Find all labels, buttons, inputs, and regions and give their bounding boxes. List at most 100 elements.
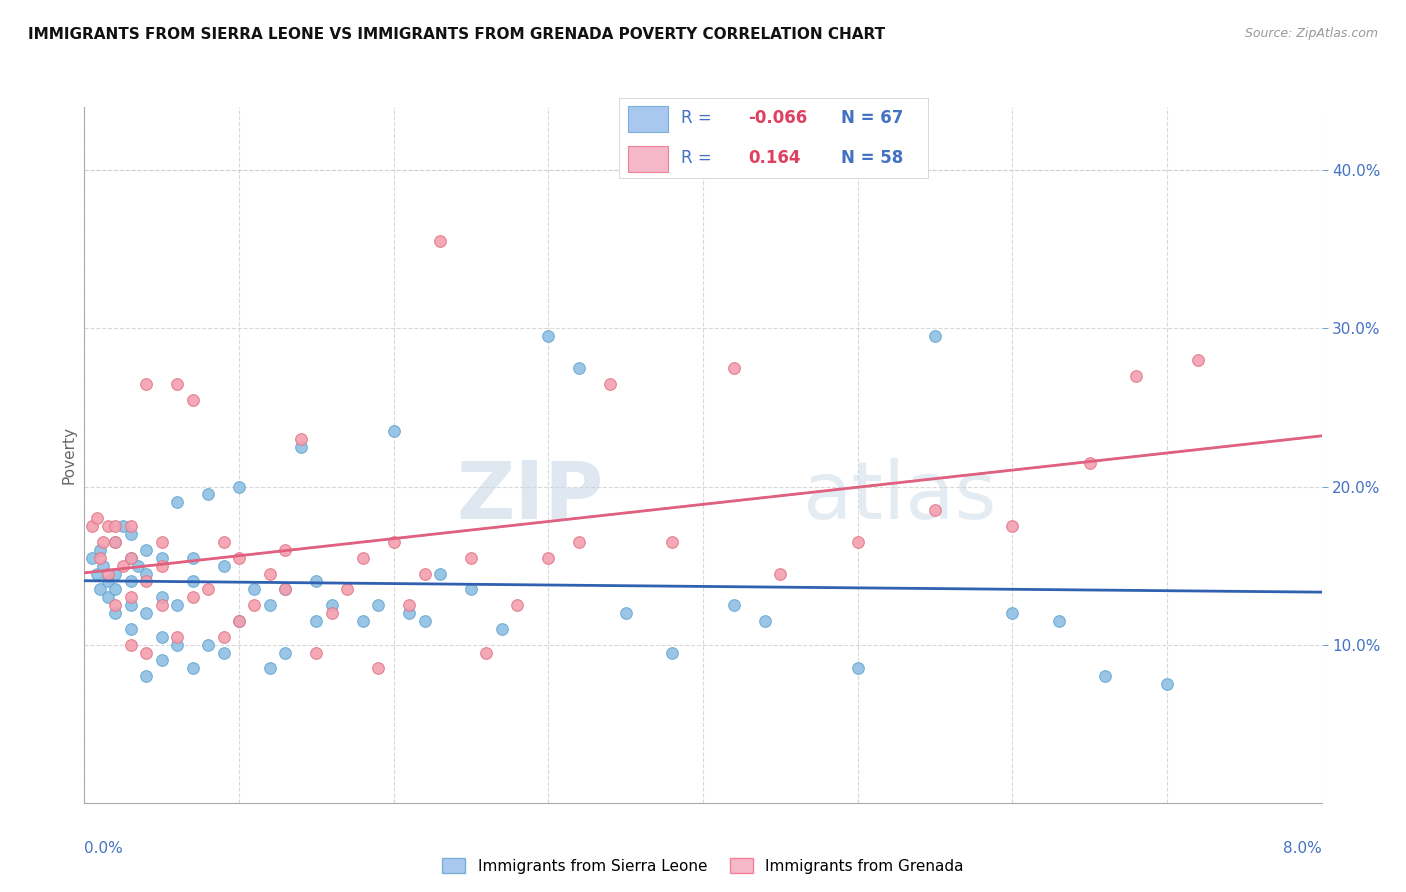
- Point: [723, 598, 745, 612]
- Text: N = 67: N = 67: [841, 109, 904, 128]
- Point: [537, 550, 560, 565]
- Point: [274, 542, 297, 557]
- Point: [120, 598, 142, 612]
- Point: [1094, 669, 1116, 683]
- Point: [259, 566, 281, 581]
- Point: [228, 614, 250, 628]
- Point: [197, 638, 219, 652]
- Point: [614, 606, 637, 620]
- Point: [274, 582, 297, 597]
- Point: [568, 360, 591, 375]
- Point: [274, 582, 297, 597]
- Point: [274, 646, 297, 660]
- Point: [150, 558, 173, 573]
- Point: [305, 614, 328, 628]
- Point: [135, 574, 157, 589]
- Point: [290, 432, 312, 446]
- Point: [181, 661, 204, 675]
- FancyBboxPatch shape: [628, 106, 668, 132]
- Point: [413, 614, 436, 628]
- Point: [82, 519, 104, 533]
- Point: [290, 440, 312, 454]
- Point: [150, 534, 173, 549]
- Point: [181, 392, 204, 407]
- Point: [460, 582, 482, 597]
- Point: [1125, 368, 1147, 383]
- Point: [243, 598, 266, 612]
- Point: [120, 574, 142, 589]
- Point: [924, 503, 946, 517]
- Point: [924, 329, 946, 343]
- Point: [259, 661, 281, 675]
- Point: [228, 479, 250, 493]
- Point: [120, 591, 142, 605]
- Point: [1078, 456, 1101, 470]
- Point: [104, 566, 127, 581]
- Point: [135, 669, 157, 683]
- Point: [259, 598, 281, 612]
- Text: 8.0%: 8.0%: [1282, 841, 1322, 856]
- Point: [413, 566, 436, 581]
- Point: [96, 566, 120, 581]
- Point: [1187, 353, 1209, 368]
- Point: [305, 574, 328, 589]
- Point: [96, 591, 120, 605]
- Point: [166, 598, 188, 612]
- Point: [135, 646, 157, 660]
- Y-axis label: Poverty: Poverty: [60, 425, 76, 484]
- Point: [723, 360, 745, 375]
- FancyBboxPatch shape: [628, 146, 668, 172]
- Point: [166, 638, 188, 652]
- Point: [228, 614, 250, 628]
- Text: N = 58: N = 58: [841, 149, 904, 168]
- Point: [181, 591, 204, 605]
- Point: [86, 511, 108, 525]
- Point: [1156, 677, 1178, 691]
- Text: -0.066: -0.066: [748, 109, 808, 128]
- Point: [197, 582, 219, 597]
- Point: [382, 534, 405, 549]
- Point: [382, 424, 405, 438]
- Point: [506, 598, 529, 612]
- Point: [166, 630, 188, 644]
- Point: [120, 638, 142, 652]
- Point: [104, 534, 127, 549]
- Point: [150, 591, 173, 605]
- Point: [120, 527, 142, 541]
- Point: [1001, 519, 1024, 533]
- Point: [1047, 614, 1070, 628]
- Point: [82, 550, 104, 565]
- Point: [599, 376, 621, 391]
- Point: [321, 598, 343, 612]
- Text: 0.164: 0.164: [748, 149, 801, 168]
- Point: [96, 574, 120, 589]
- Point: [398, 606, 420, 620]
- Point: [166, 495, 188, 509]
- Point: [86, 566, 108, 581]
- Point: [228, 550, 250, 565]
- Point: [135, 606, 157, 620]
- Point: [112, 558, 135, 573]
- Point: [537, 329, 560, 343]
- Point: [212, 534, 235, 549]
- Point: [352, 614, 374, 628]
- Point: [754, 614, 776, 628]
- Point: [135, 542, 157, 557]
- Point: [104, 534, 127, 549]
- Point: [112, 519, 135, 533]
- Point: [429, 235, 451, 249]
- Point: [243, 582, 266, 597]
- Point: [568, 534, 591, 549]
- Point: [120, 550, 142, 565]
- Point: [398, 598, 420, 612]
- Point: [846, 661, 869, 675]
- Point: [120, 622, 142, 636]
- Point: [475, 646, 498, 660]
- Point: [769, 566, 792, 581]
- Point: [120, 519, 142, 533]
- Point: [1001, 606, 1024, 620]
- Point: [150, 550, 173, 565]
- Point: [367, 661, 389, 675]
- Text: ZIP: ZIP: [457, 458, 605, 536]
- Point: [128, 558, 150, 573]
